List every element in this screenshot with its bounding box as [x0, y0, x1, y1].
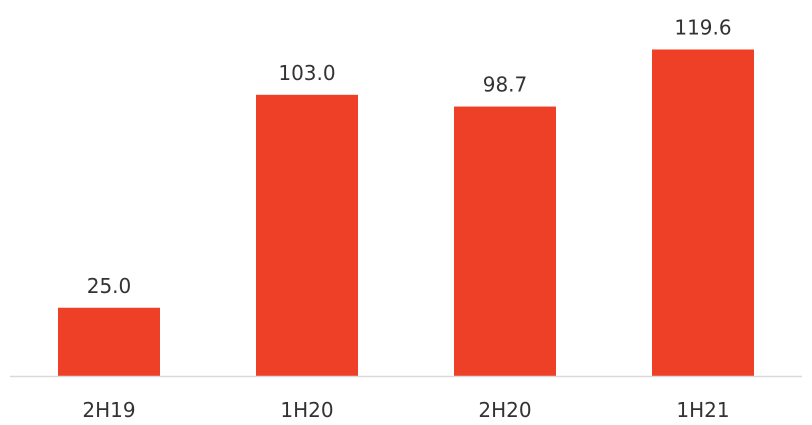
- bar-2h20: [454, 106, 556, 376]
- bar-1h20: [256, 94, 358, 376]
- bars-group: [58, 49, 754, 376]
- category-label-1h20: 1H20: [280, 398, 333, 422]
- bar-2h19: [58, 307, 160, 376]
- category-label-2h19: 2H19: [82, 398, 135, 422]
- category-label-2h20: 2H20: [478, 398, 531, 422]
- value-label-2h20: 98.7: [483, 73, 528, 97]
- value-labels-group: 25.0 103.0 98.7 119.6: [87, 15, 732, 297]
- value-label-1h20: 103.0: [278, 61, 335, 85]
- category-label-1h21: 1H21: [676, 398, 729, 422]
- bar-1h21: [652, 49, 754, 376]
- value-label-1h21: 119.6: [674, 15, 731, 39]
- value-label-2h19: 25.0: [87, 274, 132, 298]
- category-labels-group: 2H19 1H20 2H20 1H21: [82, 398, 729, 422]
